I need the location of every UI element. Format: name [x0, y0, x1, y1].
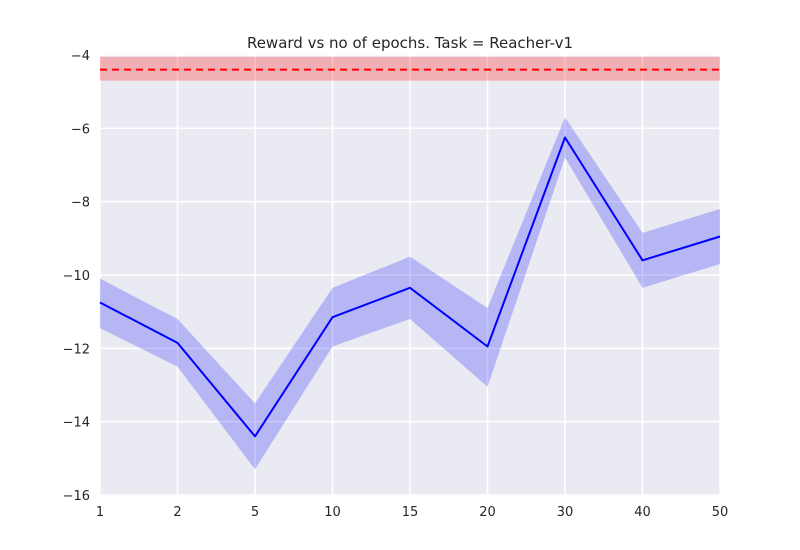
x-tick-label: 20	[479, 505, 496, 520]
confidence-bands	[100, 56, 720, 470]
series-line	[99, 136, 721, 438]
y-tick-label: −4	[71, 49, 90, 64]
y-tick-label: −14	[63, 416, 90, 431]
y-tick-labels: −16 −14 −12 −10 −8 −6 −4	[63, 49, 90, 504]
series-lines	[99, 68, 721, 438]
x-tick-label: 50	[712, 505, 729, 520]
y-tick-label: −8	[71, 196, 90, 211]
chart-title: Reward vs no of epochs. Task = Reacher-v…	[247, 34, 573, 52]
x-tick-label: 10	[324, 505, 341, 520]
y-tick-label: −10	[63, 269, 90, 284]
x-tick-label: 15	[402, 505, 419, 520]
y-tick-label: −16	[63, 489, 90, 504]
x-tick-label: 2	[173, 505, 181, 520]
x-tick-label: 1	[96, 505, 104, 520]
grid	[99, 54, 721, 496]
x-tick-labels: 1 2 5 10 15 20 30 40 50	[96, 505, 728, 520]
confidence-band	[100, 117, 720, 470]
x-tick-label: 5	[251, 505, 259, 520]
y-tick-label: −12	[63, 342, 90, 357]
y-tick-label: −6	[71, 122, 90, 137]
x-tick-label: 40	[634, 505, 651, 520]
reference-band	[100, 56, 720, 81]
x-tick-label: 30	[557, 505, 574, 520]
